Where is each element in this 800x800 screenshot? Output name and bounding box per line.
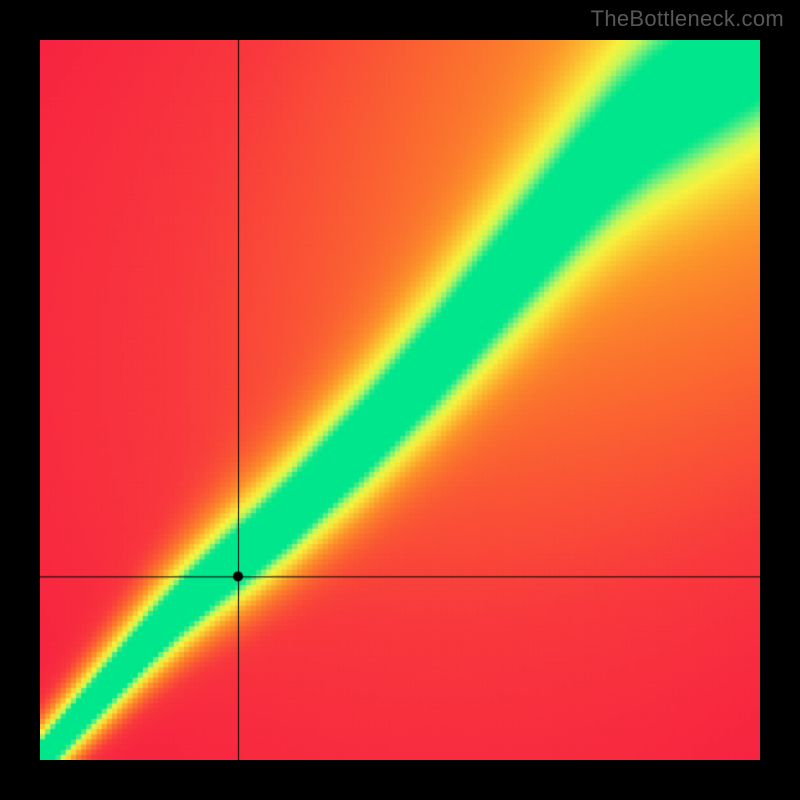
heatmap-area (40, 40, 760, 760)
heatmap-canvas (40, 40, 760, 760)
watermark-label: TheBottleneck.com (591, 6, 784, 32)
chart-frame: TheBottleneck.com (0, 0, 800, 800)
